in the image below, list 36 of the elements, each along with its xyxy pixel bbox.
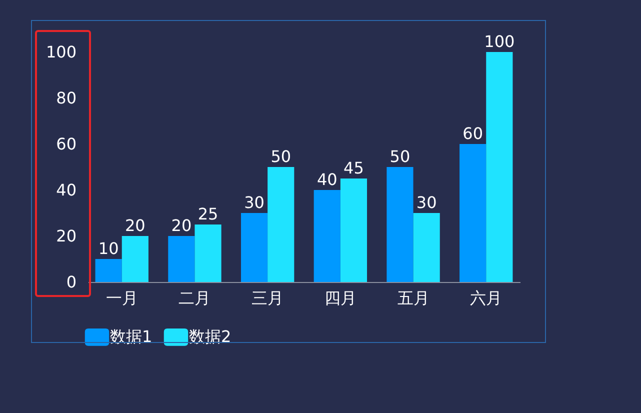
data-label: 60 bbox=[462, 124, 484, 143]
bar bbox=[413, 213, 440, 282]
bar bbox=[240, 213, 268, 282]
data-label: 25 bbox=[198, 204, 218, 224]
data-label: 20 bbox=[171, 216, 192, 235]
y-tick-label: 80 bbox=[56, 88, 76, 108]
data-label: 100 bbox=[484, 32, 515, 51]
bar bbox=[340, 178, 368, 282]
x-tick-label: 四月 bbox=[324, 288, 356, 308]
x-tick-label: 五月 bbox=[397, 288, 430, 308]
data-label: 45 bbox=[344, 158, 364, 178]
data-label: 50 bbox=[390, 147, 410, 166]
bar bbox=[122, 236, 148, 282]
x-tick-label: 一月 bbox=[106, 288, 138, 308]
bar bbox=[194, 224, 222, 282]
bar bbox=[168, 236, 195, 282]
y-tick-label: 0 bbox=[66, 272, 76, 292]
bar bbox=[314, 190, 340, 282]
data-label: 30 bbox=[416, 193, 437, 212]
bar bbox=[268, 167, 294, 282]
y-tick-label: 100 bbox=[46, 42, 76, 62]
y-tick-label: 40 bbox=[56, 180, 76, 200]
data-label: 40 bbox=[316, 170, 338, 189]
y-tick-label: 60 bbox=[56, 134, 76, 154]
data-label: 30 bbox=[244, 193, 264, 212]
bar bbox=[95, 259, 122, 282]
bar bbox=[386, 167, 414, 282]
data-label: 20 bbox=[124, 216, 146, 235]
x-tick-label: 三月 bbox=[252, 288, 284, 308]
bar bbox=[460, 144, 486, 282]
y-tick-label: 20 bbox=[56, 226, 76, 246]
x-tick-label: 二月 bbox=[178, 288, 211, 308]
x-tick-label: 六月 bbox=[470, 288, 502, 308]
data-label: 50 bbox=[270, 147, 292, 166]
bar bbox=[486, 52, 513, 282]
data-label: 10 bbox=[98, 239, 119, 258]
